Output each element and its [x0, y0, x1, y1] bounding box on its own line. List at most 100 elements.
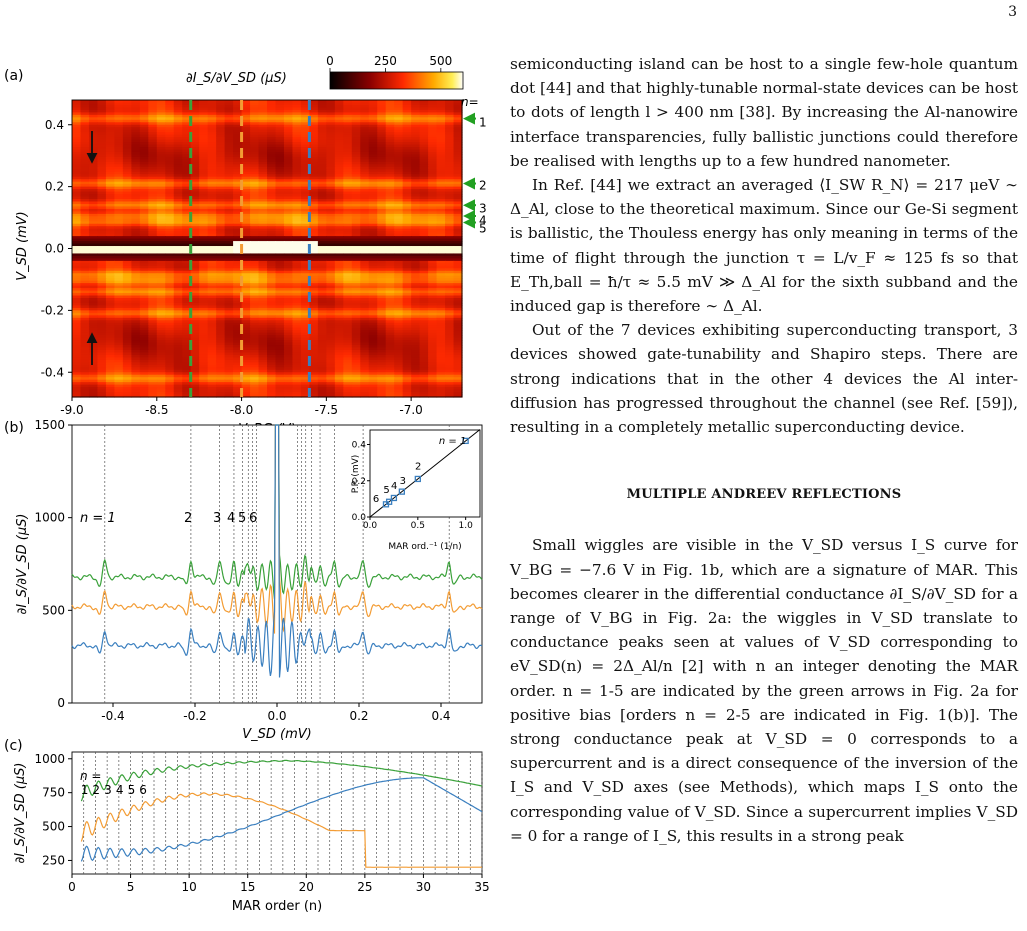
heatmap-cell [216, 231, 226, 235]
heatmap-cell [148, 147, 158, 151]
heatmap-cell [275, 337, 285, 341]
heatmap-cell [326, 322, 336, 326]
heatmap-cell [326, 310, 336, 314]
heatmap-cell [368, 253, 378, 257]
heatmap-cell [402, 189, 412, 193]
heatmap-cell [165, 330, 175, 334]
heatmap-cell [80, 213, 90, 217]
heatmap-cell [326, 117, 336, 121]
heatmap-cell [453, 179, 463, 183]
heatmap-cell [199, 169, 209, 173]
heatmap-cell [72, 241, 82, 245]
heatmap-cell [411, 357, 421, 361]
heatmap-cell [292, 201, 302, 205]
heatmap-cell [360, 273, 370, 277]
heatmap-cell [275, 189, 285, 193]
heatmap-cell [368, 307, 378, 311]
heatmap-cell [292, 174, 302, 178]
heatmap-cell [436, 161, 446, 165]
heatmap-cell [122, 156, 132, 160]
heatmap-cell [88, 171, 99, 175]
heatmap-cell [139, 104, 149, 109]
heatmap-cell [309, 211, 319, 215]
heatmap-cell [436, 283, 446, 287]
heatmap-cell [368, 129, 378, 133]
heatmap-cell [139, 117, 149, 121]
heatmap-cell [309, 330, 319, 334]
heatmap-cell [216, 211, 226, 215]
heatmap-cell [334, 243, 344, 247]
heatmap-cell [317, 278, 327, 282]
heatmap-cell [199, 238, 209, 242]
heatmap-cell [411, 147, 421, 151]
heatmap-cell [173, 327, 183, 331]
heatmap-cell [97, 228, 107, 232]
heatmap-cell [241, 312, 251, 316]
heatmap-cell [250, 228, 260, 232]
heatmap-cell [250, 144, 260, 148]
heatmap-cell [394, 260, 404, 264]
heatmap-cell [199, 288, 209, 292]
heatmap-cell [351, 263, 361, 267]
heatmap-cell [267, 359, 277, 363]
heatmap-cell [343, 290, 353, 294]
heatmap-cell [283, 253, 294, 257]
heatmap-cell [199, 171, 209, 175]
heatmap-cell [131, 154, 141, 158]
heatmap-cell [88, 285, 99, 289]
heatmap-cell [292, 109, 302, 113]
heatmap-cell [360, 231, 370, 235]
heatmap-cell [292, 226, 302, 230]
heatmap-cell [309, 223, 319, 227]
heatmap-cell [419, 288, 429, 292]
heatmap-cell [88, 320, 99, 324]
heatmap-cell [267, 154, 277, 158]
heatmap-cell [377, 243, 387, 247]
heatmap-cell [72, 201, 82, 205]
heatmap-cell [241, 246, 251, 250]
heatmap-cell [419, 354, 429, 358]
heatmap-cell [216, 119, 226, 123]
heatmap-cell [190, 260, 200, 264]
heatmap-cell [326, 100, 336, 104]
heatmap-cell [402, 208, 412, 212]
heatmap-cell [224, 114, 234, 118]
heatmap-cell [411, 327, 421, 331]
heatmap-cell [309, 238, 319, 242]
heatmap-cell [360, 142, 370, 146]
heatmap-cell [377, 127, 387, 131]
heatmap-cell [88, 181, 99, 185]
heatmap-cell [453, 231, 463, 235]
heatmap-cell [377, 221, 387, 225]
heatmap-cell [182, 156, 192, 160]
heatmap-cell [411, 263, 421, 267]
heatmap-cell [283, 243, 294, 247]
heatmap-cell [436, 194, 446, 198]
heatmap-cell [97, 179, 107, 183]
heatmap-cell [360, 194, 370, 198]
heatmap-cell [411, 228, 421, 232]
heatmap-cell [122, 241, 132, 245]
heatmap-cell [80, 127, 90, 131]
heatmap-cell [445, 265, 455, 269]
heatmap-cell [122, 208, 132, 212]
heatmap-cell [207, 345, 217, 349]
heatmap-cell [283, 122, 294, 126]
heatmap-cell [165, 233, 175, 237]
heatmap-cell [360, 206, 370, 210]
heatmap-cell [419, 320, 429, 324]
heatmap-cell [80, 132, 90, 136]
heatmap-cell [275, 159, 285, 163]
heatmap-cell [105, 320, 115, 324]
heatmap-cell [241, 164, 251, 168]
heatmap-cell [182, 246, 192, 250]
heatmap-cell [88, 189, 99, 193]
heatmap-cell [394, 174, 404, 178]
heatmap-cell [445, 129, 455, 133]
heatmap-cell [402, 233, 412, 237]
heatmap-cell [402, 293, 412, 297]
heatmap-cell [453, 206, 463, 210]
heatmap-cell [190, 263, 200, 267]
heatmap-cell [445, 310, 455, 314]
heatmap-cell [80, 149, 90, 153]
